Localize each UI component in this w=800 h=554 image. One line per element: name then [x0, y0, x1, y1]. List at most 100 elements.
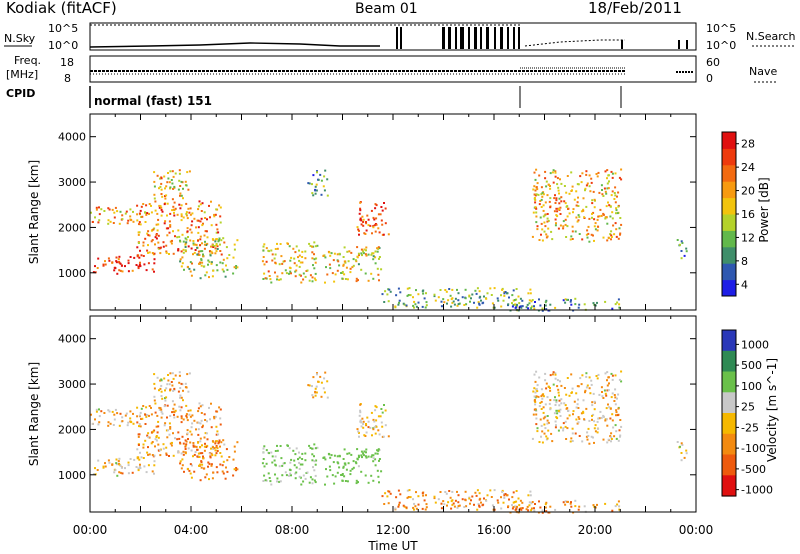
data-cell [196, 448, 199, 451]
data-cell [164, 397, 166, 400]
data-cell [166, 214, 168, 217]
data-cell [274, 463, 277, 466]
data-cell [345, 468, 348, 471]
colorbar-segment [722, 181, 736, 199]
data-cell [539, 418, 542, 421]
data-cell [298, 259, 301, 262]
data-cell [111, 463, 114, 466]
data-cell [541, 397, 544, 400]
data-cell [619, 435, 621, 438]
data-cell [564, 223, 567, 226]
data-cell [422, 292, 425, 295]
data-cell [138, 263, 141, 266]
data-cell [288, 474, 290, 477]
data-cell [609, 435, 612, 438]
data-cell [585, 184, 588, 187]
data-cell [456, 288, 458, 291]
data-cell [361, 215, 364, 218]
data-cell [198, 200, 201, 203]
data-cell [352, 264, 355, 267]
data-cell [375, 425, 378, 428]
data-cell [208, 478, 210, 481]
data-cell [179, 194, 181, 197]
data-cell [168, 422, 171, 425]
colorbar-tick-label: -100 [741, 442, 766, 455]
data-cell [534, 403, 537, 406]
data-cell [199, 440, 202, 443]
data-cell [367, 253, 370, 256]
data-cell [315, 189, 318, 192]
data-cell [681, 242, 684, 244]
data-cell [160, 410, 163, 413]
data-cell [434, 299, 437, 302]
data-cell [685, 449, 688, 452]
data-cell [381, 411, 384, 414]
data-cell [531, 501, 534, 503]
data-cell [546, 220, 549, 223]
data-cell [592, 302, 595, 305]
data-cell [680, 452, 683, 454]
data-cell [538, 500, 540, 503]
data-cell [140, 456, 143, 459]
data-cell [536, 228, 539, 231]
data-cell [618, 227, 621, 230]
data-cell [193, 251, 196, 254]
data-cell [380, 219, 383, 222]
data-cell [575, 418, 578, 421]
data-cell [518, 302, 521, 305]
data-cell [193, 268, 196, 271]
data-cell [316, 171, 318, 174]
data-cell [539, 506, 542, 509]
data-cell [288, 468, 291, 471]
data-cell [137, 469, 140, 472]
data-cell [384, 222, 387, 225]
data-cell [172, 205, 175, 208]
data-cell [210, 262, 213, 265]
data-cell [308, 481, 311, 484]
data-cell [535, 168, 538, 171]
data-cell [369, 426, 372, 429]
data-cell [211, 454, 214, 457]
data-cell [153, 399, 156, 402]
data-cell [190, 476, 193, 479]
data-cell [563, 185, 566, 187]
data-cell [562, 422, 565, 425]
data-cell [374, 262, 377, 265]
data-cell [136, 254, 139, 257]
data-cell [287, 242, 289, 245]
data-cell [145, 269, 148, 272]
data-cell [180, 250, 183, 253]
data-cell [201, 242, 203, 245]
data-cell [554, 426, 557, 429]
data-cell [433, 295, 436, 298]
data-cell [120, 466, 123, 469]
data-cell [377, 273, 380, 276]
data-cell [138, 423, 141, 426]
data-cell [113, 211, 116, 214]
data-cell [362, 221, 365, 223]
data-cell [172, 377, 175, 380]
data-cell [187, 447, 190, 450]
data-cell [164, 220, 167, 223]
data-cell [412, 304, 415, 307]
data-cell [539, 200, 542, 202]
data-cell [194, 249, 197, 251]
data-cell [534, 189, 537, 192]
data-cell [424, 508, 427, 511]
data-cell [336, 269, 339, 272]
data-cell [298, 249, 300, 252]
data-cell [485, 297, 488, 300]
data-cell [188, 170, 191, 173]
data-cell [585, 407, 588, 410]
data-cell [180, 415, 183, 418]
data-cell [319, 375, 322, 378]
data-cell [301, 452, 304, 455]
data-cell [568, 192, 571, 195]
data-cell [545, 382, 548, 385]
data-cell [355, 280, 358, 283]
data-cell [150, 211, 153, 214]
data-cell [118, 471, 121, 474]
data-cell [98, 213, 101, 216]
data-cell [173, 416, 176, 419]
colorbar-tick-label: 20 [741, 185, 755, 198]
